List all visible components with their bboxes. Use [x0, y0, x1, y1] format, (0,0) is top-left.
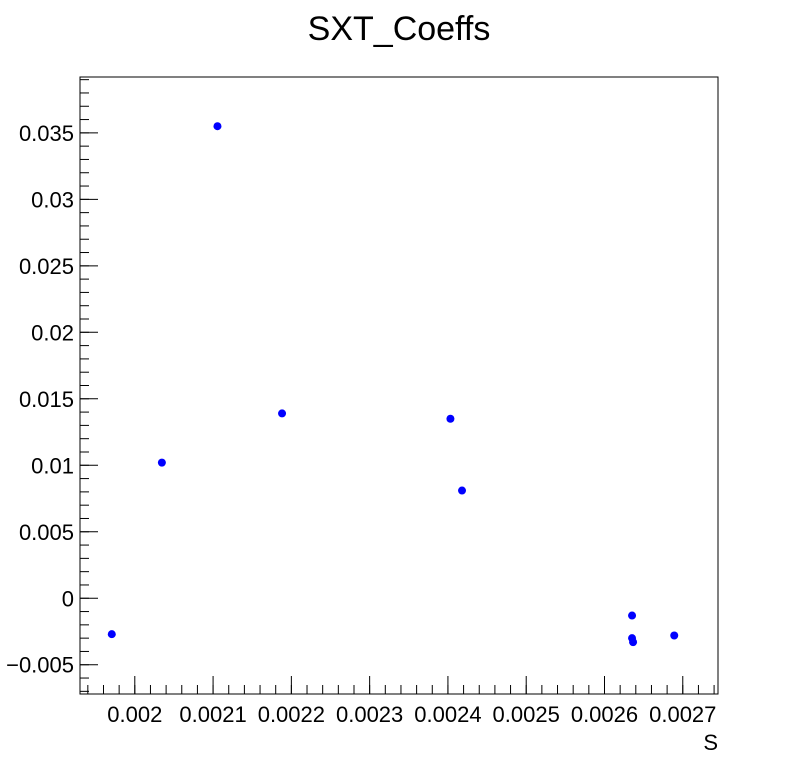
x-tick-label: 0.0024 — [414, 702, 481, 727]
data-point — [670, 631, 679, 640]
y-tick-label: 0.025 — [19, 254, 74, 279]
x-tick-label: 0.0027 — [649, 702, 716, 727]
x-tick-label: 0.0025 — [493, 702, 560, 727]
plot-frame — [79, 76, 719, 695]
y-tick-label: 0.01 — [31, 453, 74, 478]
y-tick-label: 0.02 — [31, 320, 74, 345]
x-tick-label: 0.0021 — [179, 702, 246, 727]
data-point — [213, 122, 222, 131]
x-axis-label: S — [703, 730, 718, 755]
data-point — [628, 611, 637, 620]
data-point — [446, 414, 455, 423]
data-point — [278, 409, 287, 418]
x-tick-label: 0.002 — [107, 702, 162, 727]
y-tick-label: 0.005 — [19, 520, 74, 545]
x-axis: 0.002 0.0021 0.0022 0.0023 0.0024 0.0025 0.002… — [87, 676, 716, 727]
y-tick-label: 0 — [62, 586, 74, 611]
x-tick-label: 0.0023 — [336, 702, 403, 727]
data-points — [107, 122, 679, 647]
data-point — [157, 458, 166, 467]
x-tick-label: 0.0022 — [258, 702, 325, 727]
y-tick-label: 0.03 — [31, 187, 74, 212]
y-tick-label: −0.005 — [6, 653, 74, 678]
data-point — [107, 630, 116, 639]
y-tick-label: 0.015 — [19, 387, 74, 412]
data-point — [458, 486, 467, 495]
y-axis: −0.005 0 0.005 0.01 0.015 0.02 0.025 0.03 0.035 — [6, 79, 98, 692]
data-point — [629, 638, 638, 647]
chart-title: SXT_Coeffs — [308, 10, 491, 48]
x-tick-label: 0.0026 — [571, 702, 638, 727]
y-tick-label: 0.035 — [19, 121, 74, 146]
